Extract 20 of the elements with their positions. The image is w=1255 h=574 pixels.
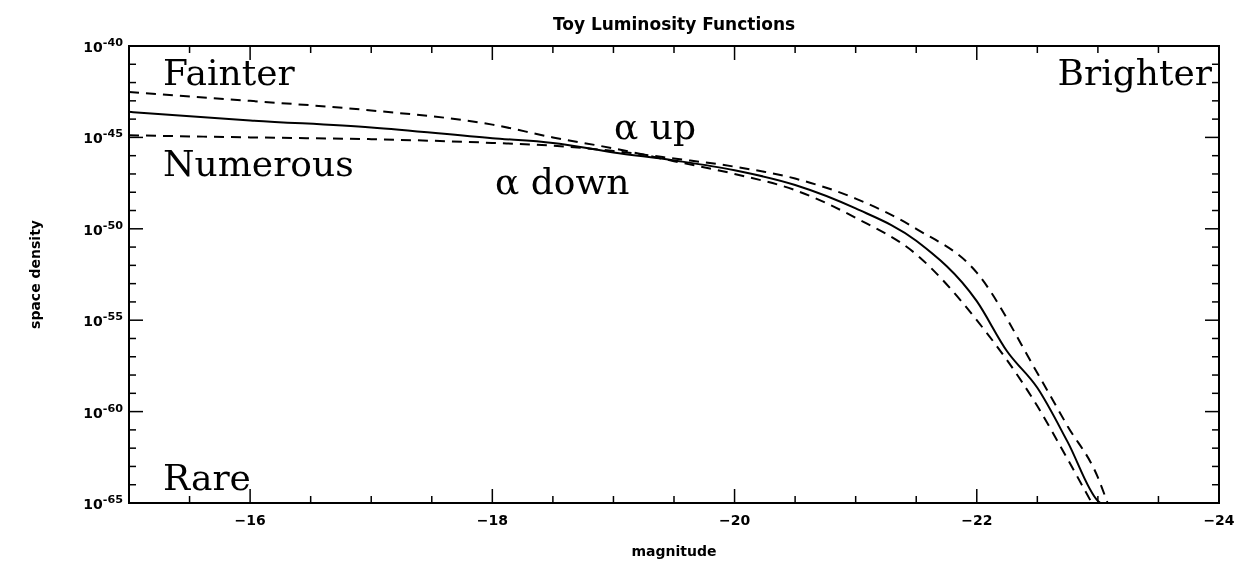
- y-tick-label: 10$^{-60}$: [83, 401, 124, 421]
- y-axis-title: space density: [27, 220, 43, 329]
- annotation: Numerous: [163, 143, 354, 184]
- annotation: Brighter: [1057, 52, 1213, 93]
- x-axis-title: magnitude: [631, 543, 717, 559]
- y-tick-label: 10$^{-55}$: [83, 309, 123, 330]
- y-tick-label: 10$^{-45}$: [83, 126, 123, 147]
- x-tick-label: −22: [961, 512, 993, 528]
- annotation: α up: [614, 106, 696, 147]
- y-tick-label: 10$^{-40}$: [83, 35, 124, 55]
- x-tick-label: −18: [476, 512, 508, 528]
- x-tick-label: −16: [234, 512, 266, 528]
- x-tick-label: −24: [1203, 512, 1235, 528]
- x-tick-label: −20: [718, 512, 751, 528]
- annotation: Fainter: [163, 52, 296, 93]
- annotation: Rare: [163, 457, 251, 498]
- chart-title: Toy Luminosity Functions: [552, 14, 796, 34]
- y-tick-label: 10$^{-50}$: [83, 218, 124, 238]
- y-tick-label: 10$^{-65}$: [83, 492, 123, 512]
- annotation: α down: [495, 161, 630, 202]
